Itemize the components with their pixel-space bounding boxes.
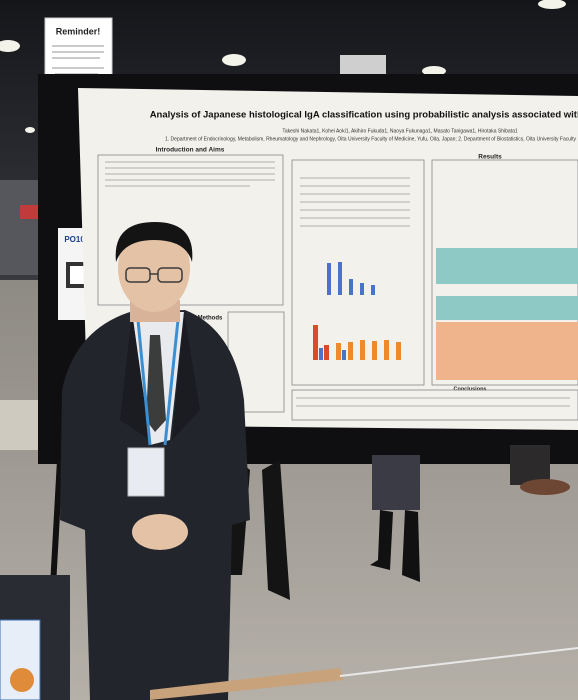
person-skirt — [372, 455, 420, 510]
lanyard — [163, 319, 180, 446]
lapels — [120, 312, 200, 440]
poster-chart-bars-2 — [313, 325, 401, 360]
poster-chart-bars — [327, 262, 375, 295]
hands — [132, 514, 188, 550]
hair — [115, 222, 193, 262]
poster-table-teal — [436, 248, 578, 284]
ceiling-lights — [0, 0, 566, 133]
sign-title: Reminder! — [56, 26, 101, 36]
poster-table-teal — [436, 296, 578, 320]
lanyard — [136, 319, 152, 446]
suit — [60, 310, 250, 700]
person-legs — [510, 445, 550, 485]
poster-tube — [150, 668, 344, 700]
distant-booth — [0, 180, 45, 275]
section-heading: Conclusions — [453, 386, 486, 392]
poster-table-orange — [436, 322, 578, 380]
section-heading: Results — [478, 154, 502, 161]
shoe — [520, 479, 570, 495]
poster-affiliation: 1. Department of Endocrinology, Metaboli… — [165, 136, 577, 142]
name-badge — [127, 447, 165, 497]
glasses — [125, 267, 183, 283]
distant-sign — [20, 205, 40, 219]
tie — [146, 335, 166, 432]
poster-title: Analysis of Japanese histological IgA cl… — [150, 110, 578, 121]
section-heading: Methods — [198, 316, 223, 322]
poster-code: PO1018 — [64, 235, 94, 244]
poster-boxes — [97, 154, 578, 421]
tote-logo — [10, 668, 34, 692]
section-heading: Introduction and Aims — [156, 147, 225, 154]
floor-line — [339, 647, 578, 677]
poster-authors: Takeshi Nakata1, Kohei Aoki1, Akihiro Fu… — [282, 128, 518, 134]
person-legs — [370, 510, 420, 582]
face — [118, 224, 190, 312]
poster-text-lines — [105, 161, 570, 407]
